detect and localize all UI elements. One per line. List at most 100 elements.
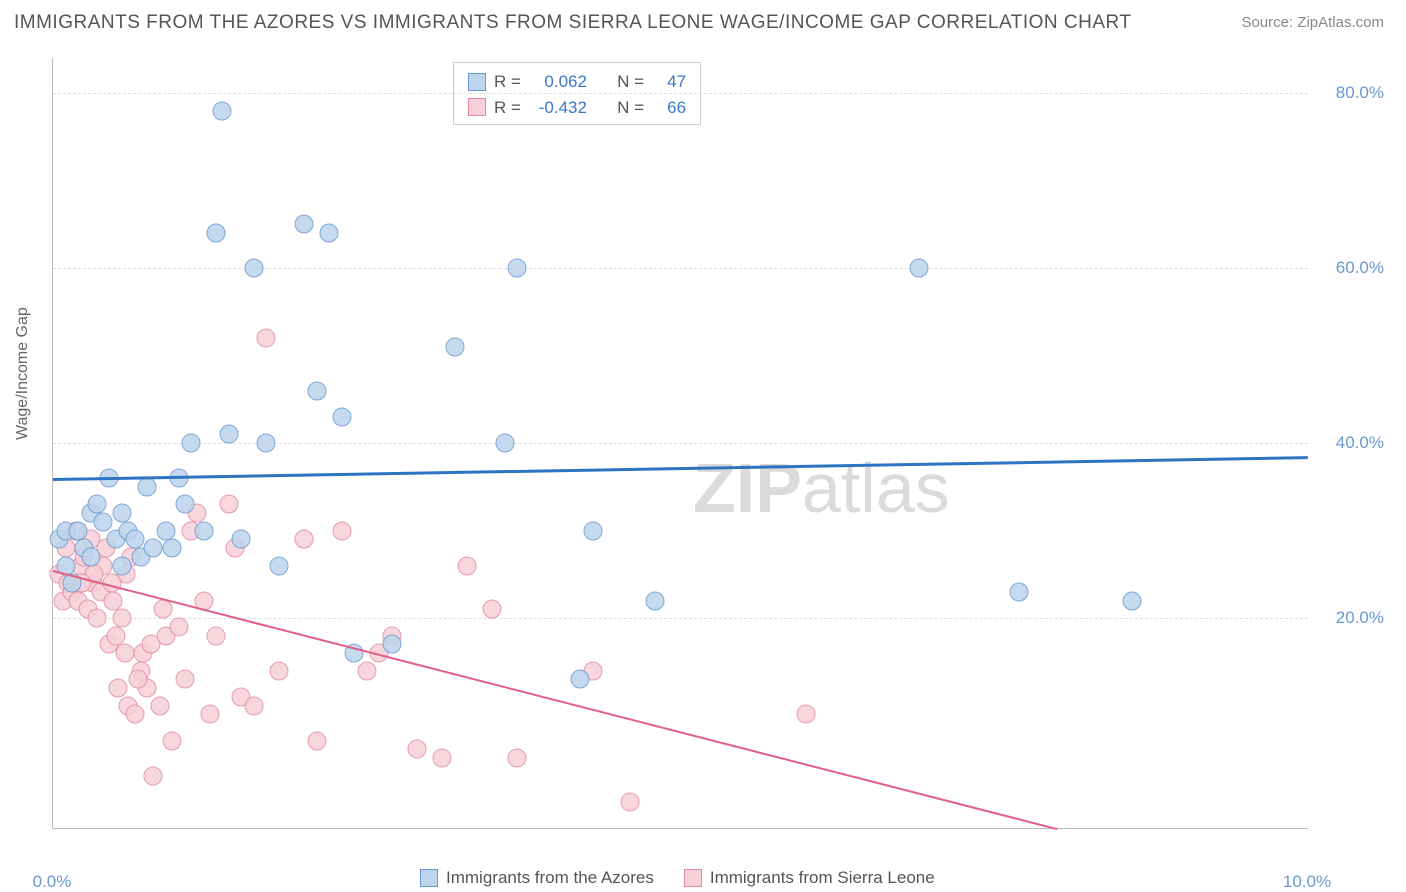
y-tick-label: 80.0% (1336, 83, 1384, 103)
data-point (182, 434, 201, 453)
data-point (458, 556, 477, 575)
data-point (200, 705, 219, 724)
data-point (244, 696, 263, 715)
data-point (150, 696, 169, 715)
gridline-h (53, 268, 1308, 269)
data-point (113, 556, 132, 575)
data-point (87, 495, 106, 514)
data-point (163, 539, 182, 558)
n-label: N = (617, 69, 644, 95)
data-point (69, 521, 88, 540)
x-tick-label: 10.0% (1283, 872, 1331, 892)
data-point (144, 766, 163, 785)
legend-label: Immigrants from Sierra Leone (710, 868, 935, 888)
data-point (144, 539, 163, 558)
trend-line (53, 570, 1057, 830)
data-point (109, 679, 128, 698)
data-point (169, 617, 188, 636)
data-point (382, 635, 401, 654)
chart-title: IMMIGRANTS FROM THE AZORES VS IMMIGRANTS… (14, 12, 1132, 34)
data-point (583, 521, 602, 540)
x-tick-label: 0.0% (33, 872, 72, 892)
r-label: R = (494, 95, 521, 121)
data-point (154, 600, 173, 619)
n-value: 66 (652, 95, 686, 121)
data-point (269, 556, 288, 575)
data-point (213, 101, 232, 120)
data-point (332, 407, 351, 426)
watermark-light: atlas (802, 449, 950, 527)
data-point (332, 521, 351, 540)
data-point (445, 337, 464, 356)
data-point (207, 626, 226, 645)
legend-item: Immigrants from the Azores (420, 868, 654, 888)
data-point (207, 224, 226, 243)
trend-line (53, 456, 1308, 480)
data-point (138, 477, 157, 496)
data-point (125, 530, 144, 549)
data-point (194, 521, 213, 540)
data-point (508, 259, 527, 278)
data-point (1010, 582, 1029, 601)
stats-row: R =0.062 N =47 (468, 69, 686, 95)
legend-item: Immigrants from Sierra Leone (684, 868, 935, 888)
series-swatch (420, 869, 438, 887)
data-point (115, 644, 134, 663)
data-point (232, 530, 251, 549)
data-point (320, 224, 339, 243)
data-point (257, 329, 276, 348)
data-point (175, 495, 194, 514)
data-point (163, 731, 182, 750)
data-point (113, 504, 132, 523)
data-point (269, 661, 288, 680)
data-point (495, 434, 514, 453)
data-point (909, 259, 928, 278)
r-value: 0.062 (529, 69, 587, 95)
n-value: 47 (652, 69, 686, 95)
data-point (106, 626, 125, 645)
data-point (483, 600, 502, 619)
data-point (219, 495, 238, 514)
y-axis-label: Wage/Income Gap (14, 307, 32, 440)
n-label: N = (617, 95, 644, 121)
data-point (175, 670, 194, 689)
scatter-chart: ZIPatlas R = 0.062 N = 47R = -0.432 N = 66 (52, 58, 1308, 829)
data-point (797, 705, 816, 724)
data-point (295, 530, 314, 549)
y-tick-label: 40.0% (1336, 433, 1384, 453)
r-value: -0.432 (529, 95, 587, 121)
data-point (1123, 591, 1142, 610)
watermark-text: ZIPatlas (693, 448, 950, 528)
data-point (94, 512, 113, 531)
legend-label: Immigrants from the Azores (446, 868, 654, 888)
data-point (156, 521, 175, 540)
gridline-h (53, 443, 1308, 444)
data-point (219, 425, 238, 444)
y-tick-label: 20.0% (1336, 608, 1384, 628)
data-point (508, 749, 527, 768)
data-point (125, 705, 144, 724)
series-legend: Immigrants from the Azores Immigrants fro… (420, 868, 935, 888)
data-point (113, 609, 132, 628)
data-point (407, 740, 426, 759)
data-point (433, 749, 452, 768)
series-swatch (468, 73, 486, 91)
gridline-h (53, 93, 1308, 94)
data-point (646, 591, 665, 610)
data-point (307, 381, 326, 400)
data-point (81, 547, 100, 566)
data-point (257, 434, 276, 453)
stats-row: R = -0.432 N = 66 (468, 95, 686, 121)
data-point (571, 670, 590, 689)
data-point (307, 731, 326, 750)
data-point (104, 591, 123, 610)
series-swatch (684, 869, 702, 887)
data-point (621, 792, 640, 811)
y-tick-label: 60.0% (1336, 258, 1384, 278)
source-attribution: Source: ZipAtlas.com (1241, 14, 1384, 31)
data-point (244, 259, 263, 278)
data-point (295, 215, 314, 234)
watermark-bold: ZIP (693, 449, 802, 527)
data-point (87, 609, 106, 628)
data-point (129, 670, 148, 689)
